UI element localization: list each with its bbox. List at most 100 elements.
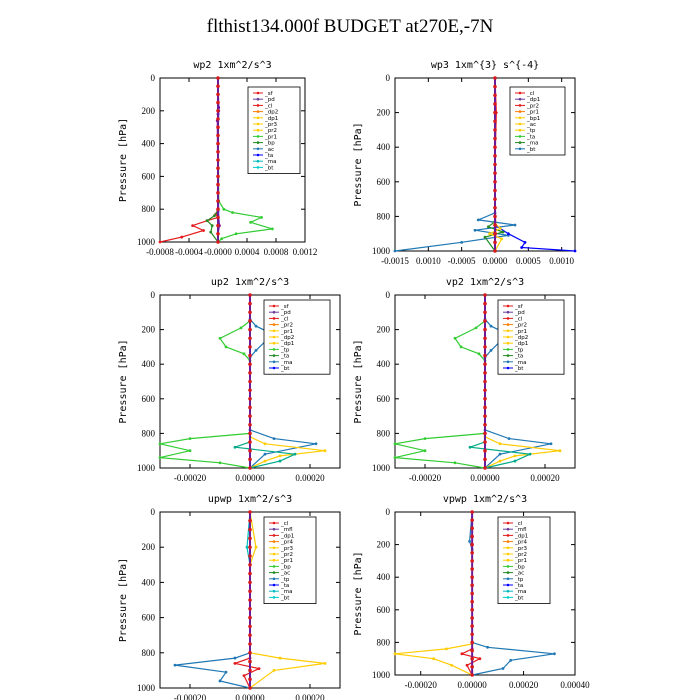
data-point [501, 667, 505, 670]
profile-marker [248, 336, 252, 341]
profile-marker [483, 379, 487, 384]
panel-title: wp2 1xm^2/s^3 [193, 60, 271, 71]
legend-marker [256, 166, 260, 169]
profile-marker [493, 223, 497, 227]
legend-marker [506, 552, 510, 556]
profile-marker [493, 136, 497, 141]
profile-marker [483, 336, 487, 341]
legend-marker [256, 153, 260, 157]
data-point [465, 663, 469, 667]
legend-entry: _cl [280, 316, 289, 322]
y-tick-label: 0 [386, 290, 391, 300]
legend-marker [256, 97, 260, 101]
data-point [180, 235, 184, 239]
y-tick-label: 200 [142, 542, 156, 552]
profile-marker [470, 518, 474, 522]
legend-entry: _cl [514, 521, 523, 527]
data-point [293, 452, 297, 456]
legend-marker [272, 341, 276, 345]
profile-marker [216, 125, 220, 129]
panel-title: vpwp 1xm^2/s^3 [443, 494, 527, 505]
legend-entry: _pr2 [514, 552, 527, 558]
y-tick-label: 800 [377, 428, 391, 438]
legend-entry: _pr1 [264, 134, 277, 140]
data-point [549, 442, 553, 446]
legend-entry: _pr1 [280, 558, 293, 564]
legend-entry: _pd [280, 310, 291, 316]
legend-marker [506, 304, 510, 308]
y-tick-label: 1000 [137, 683, 156, 693]
legend-marker [506, 527, 510, 531]
y-tick-label: 400 [377, 142, 391, 152]
y-tick-label: 800 [142, 648, 156, 658]
profile-marker [248, 310, 252, 315]
profile-marker [493, 128, 497, 132]
y-tick-label: 400 [142, 359, 156, 369]
legend-marker [256, 116, 260, 120]
profile-marker [470, 599, 474, 604]
legend-marker [272, 348, 276, 351]
legend-entry: _ma [264, 159, 276, 165]
legend-entry: _tp [526, 128, 536, 134]
data-point [498, 442, 502, 446]
profile-marker [248, 319, 252, 323]
legend-entry: _ta [514, 583, 523, 589]
profile-marker [216, 223, 220, 228]
legend-entry: _ta [280, 583, 289, 589]
legend-marker [518, 135, 522, 138]
legend-entry: _tp [280, 347, 290, 353]
legend-entry: _sf [264, 91, 274, 97]
data-point [222, 207, 226, 211]
profile-marker [470, 648, 474, 653]
y-tick-label: 400 [377, 572, 391, 582]
data-point [242, 674, 246, 678]
profile-marker [216, 150, 220, 154]
series-line [394, 512, 473, 676]
data-point [231, 211, 234, 214]
legend: _sf_pd_cl_dp2_dp1_pr3_pr2_pr1_bp_ac_ta_m… [247, 86, 301, 174]
legend-entry: _bp [264, 141, 275, 147]
plot-frame [394, 511, 576, 676]
data-point [477, 352, 481, 356]
profile-marker [216, 76, 220, 80]
profile-marker [483, 405, 487, 410]
legend-entry: _ma [280, 360, 292, 366]
x-tick-label: 0.00000 [470, 473, 500, 483]
data-point [210, 224, 214, 228]
y-tick-label: 600 [142, 394, 156, 404]
data-point [501, 230, 505, 234]
profile-marker [493, 119, 497, 124]
profile-marker [483, 422, 487, 427]
legend-entry: _pr3 [280, 546, 294, 552]
legend-entry: _ma [514, 360, 526, 366]
data-point [483, 235, 487, 239]
data-point [191, 224, 195, 228]
legend-entry: _bp1 [526, 116, 540, 122]
data-point [445, 647, 448, 651]
data-point [173, 663, 177, 667]
profile-marker [216, 109, 220, 113]
legend-marker [518, 122, 522, 126]
legend-entry: _pr2 [514, 323, 527, 329]
profile-marker [493, 162, 497, 167]
profile-marker [493, 180, 497, 184]
data-point [260, 216, 263, 219]
data-point [224, 345, 228, 349]
legend-marker [272, 329, 276, 333]
legend-marker [256, 141, 260, 144]
legend-marker [256, 159, 260, 163]
legend-entry: _dp1 [264, 116, 278, 122]
profile-marker [248, 659, 252, 664]
panel-6: vpwp 1xm^2/s^3 Pressure [hPa] 0 200 400 600 80… [353, 494, 590, 690]
panel-title: wp3 1xm^{3} s^{-4} [431, 60, 539, 71]
x-tick-label: 0.00000 [235, 473, 265, 483]
profile-marker [470, 583, 474, 588]
data-point [393, 249, 397, 253]
legend-marker [506, 323, 510, 326]
profile-marker [248, 405, 252, 410]
data-point [474, 326, 478, 330]
profile-marker [483, 362, 487, 367]
profile-marker [216, 240, 220, 244]
profile-marker [248, 397, 252, 401]
y-tick-label: 400 [142, 577, 156, 587]
